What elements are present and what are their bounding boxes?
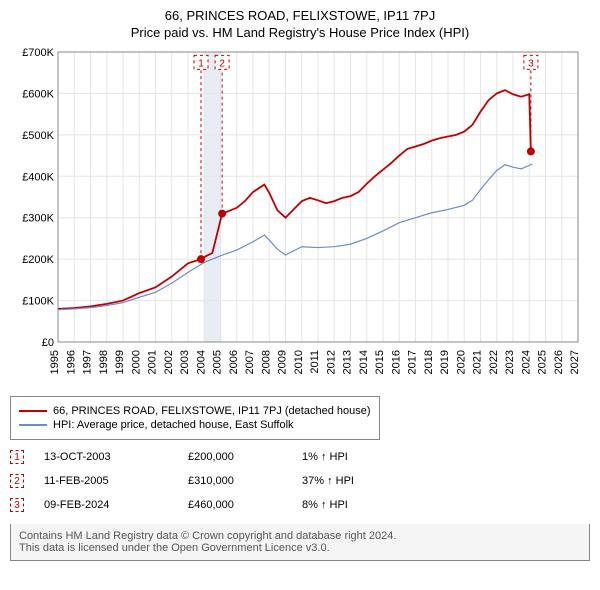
svg-text:2000: 2000 xyxy=(130,350,142,374)
svg-text:1997: 1997 xyxy=(82,350,94,374)
svg-text:3: 3 xyxy=(528,58,534,69)
chart-svg: £0 £100K £200K £300K £400K £500K £600K £700K 199… xyxy=(10,48,590,388)
svg-text:£600K: £600K xyxy=(22,88,54,100)
svg-text:2015: 2015 xyxy=(374,350,386,374)
svg-text:2012: 2012 xyxy=(325,350,337,374)
svg-text:2025: 2025 xyxy=(537,350,549,374)
sale-marker-badge: 3 xyxy=(10,498,24,512)
svg-text:2023: 2023 xyxy=(504,350,516,374)
svg-text:2021: 2021 xyxy=(472,350,484,374)
sale-price: £310,000 xyxy=(188,475,298,487)
sale-date: 11-FEB-2005 xyxy=(44,475,184,487)
sale-vs-hpi: 1% ↑ HPI xyxy=(302,451,412,463)
sale-date: 09-FEB-2024 xyxy=(44,499,184,511)
svg-text:2002: 2002 xyxy=(163,350,175,374)
sale-row: 1 13-OCT-2003 £200,000 1% ↑ HPI xyxy=(10,450,590,464)
svg-text:£700K: £700K xyxy=(22,48,54,59)
svg-text:£0: £0 xyxy=(42,337,54,349)
svg-text:2022: 2022 xyxy=(488,350,500,374)
svg-text:2013: 2013 xyxy=(342,350,354,374)
legend-item: 66, PRINCES ROAD, FELIXSTOWE, IP11 7PJ (… xyxy=(19,405,371,417)
svg-text:2003: 2003 xyxy=(179,350,191,374)
svg-text:1999: 1999 xyxy=(114,350,126,374)
svg-text:2026: 2026 xyxy=(553,350,565,374)
svg-text:1996: 1996 xyxy=(65,350,77,374)
sale-date: 13-OCT-2003 xyxy=(44,451,184,463)
chart-subtitle: Price paid vs. HM Land Registry's House … xyxy=(10,25,590,40)
attribution-line: This data is licensed under the Open Gov… xyxy=(19,542,581,554)
sales-table: 1 13-OCT-2003 £200,000 1% ↑ HPI 2 11-FEB-2005… xyxy=(10,450,590,512)
svg-text:£200K: £200K xyxy=(22,254,54,266)
chart-container: 66, PRINCES ROAD, FELIXSTOWE, IP11 7PJ P… xyxy=(0,0,600,569)
legend-label: 66, PRINCES ROAD, FELIXSTOWE, IP11 7PJ (… xyxy=(53,405,371,417)
chart-plot: £0 £100K £200K £300K £400K £500K £600K £700K 199… xyxy=(10,48,590,388)
legend-label: HPI: Average price, detached house, East… xyxy=(53,419,294,431)
sale-vs-hpi: 8% ↑ HPI xyxy=(302,499,412,511)
sale-price: £200,000 xyxy=(188,451,298,463)
legend: 66, PRINCES ROAD, FELIXSTOWE, IP11 7PJ (… xyxy=(10,396,380,440)
attribution-line: Contains HM Land Registry data © Crown c… xyxy=(19,530,581,542)
svg-text:£100K: £100K xyxy=(22,296,54,308)
sale-price: £460,000 xyxy=(188,499,298,511)
svg-text:1: 1 xyxy=(198,58,204,69)
svg-text:2017: 2017 xyxy=(407,350,419,374)
svg-text:2006: 2006 xyxy=(228,350,240,374)
svg-text:2027: 2027 xyxy=(569,350,581,374)
svg-text:2010: 2010 xyxy=(293,350,305,374)
legend-item: HPI: Average price, detached house, East… xyxy=(19,419,371,431)
svg-text:2001: 2001 xyxy=(147,350,159,374)
sale-vs-hpi: 37% ↑ HPI xyxy=(302,475,412,487)
sale-marker-badge: 2 xyxy=(10,474,24,488)
svg-text:2011: 2011 xyxy=(309,350,321,374)
svg-text:2018: 2018 xyxy=(423,350,435,374)
svg-text:2014: 2014 xyxy=(358,350,370,374)
svg-text:2007: 2007 xyxy=(244,350,256,374)
svg-text:£400K: £400K xyxy=(22,171,54,183)
svg-text:2016: 2016 xyxy=(390,350,402,374)
chart-title: 66, PRINCES ROAD, FELIXSTOWE, IP11 7PJ xyxy=(10,8,590,23)
sale-row: 2 11-FEB-2005 £310,000 37% ↑ HPI xyxy=(10,474,590,488)
svg-text:£300K: £300K xyxy=(22,213,54,225)
svg-text:2019: 2019 xyxy=(439,350,451,374)
svg-text:2024: 2024 xyxy=(520,350,532,374)
svg-text:2008: 2008 xyxy=(260,350,272,374)
series-property xyxy=(58,90,531,309)
legend-swatch xyxy=(19,410,47,412)
sale-row: 3 09-FEB-2024 £460,000 8% ↑ HPI xyxy=(10,498,590,512)
svg-text:2: 2 xyxy=(219,58,225,69)
svg-text:2005: 2005 xyxy=(212,350,224,374)
attribution: Contains HM Land Registry data © Crown c… xyxy=(10,524,590,561)
svg-text:£500K: £500K xyxy=(22,130,54,142)
svg-text:2004: 2004 xyxy=(195,350,207,374)
legend-swatch xyxy=(19,424,47,426)
svg-text:1995: 1995 xyxy=(49,350,61,374)
svg-text:2009: 2009 xyxy=(277,350,289,374)
svg-text:1998: 1998 xyxy=(98,350,110,374)
sale-marker-badge: 1 xyxy=(10,450,24,464)
svg-text:2020: 2020 xyxy=(455,350,467,374)
series-hpi xyxy=(58,164,533,310)
